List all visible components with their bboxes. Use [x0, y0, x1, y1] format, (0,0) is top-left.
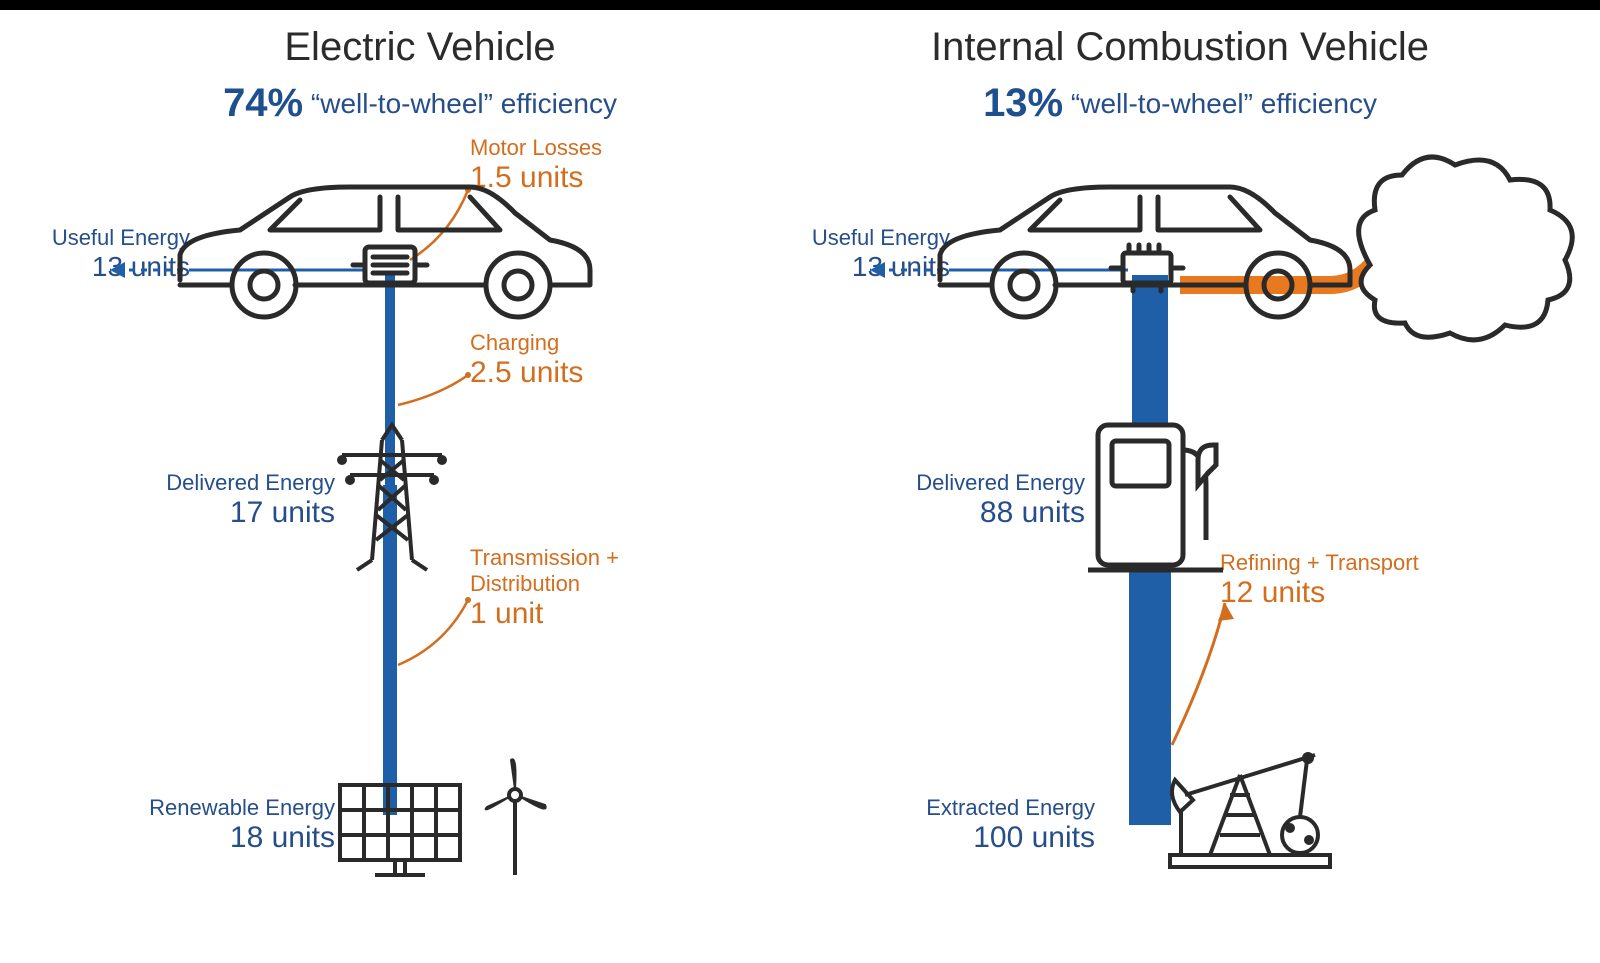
column-ice: Internal Combustion Vehicle 13% “well-to… — [830, 25, 1530, 945]
column-ev: Electric Vehicle 74% “well-to-wheel” eff… — [70, 25, 770, 945]
renewables-icon — [340, 759, 546, 875]
fuel-pump-icon — [1088, 425, 1223, 570]
ev-loss-curve-low — [398, 600, 468, 665]
exhaust-cloud-icon — [1359, 157, 1573, 340]
ev-loss-curve-top — [410, 190, 468, 260]
oil-pump-icon — [1170, 754, 1330, 867]
ic-loss-curve — [1172, 603, 1225, 745]
ev-loss-curve-mid — [398, 375, 468, 405]
top-black-bar — [0, 0, 1600, 10]
ev-flow-upper — [385, 275, 395, 490]
ev-svg-layer — [70, 25, 770, 945]
ic-useful-arrowhead — [870, 262, 885, 278]
diagram-stage: Electric Vehicle 74% “well-to-wheel” eff… — [0, 10, 1600, 963]
ic-svg-layer — [830, 25, 1590, 945]
ev-useful-arrowhead — [110, 262, 125, 278]
